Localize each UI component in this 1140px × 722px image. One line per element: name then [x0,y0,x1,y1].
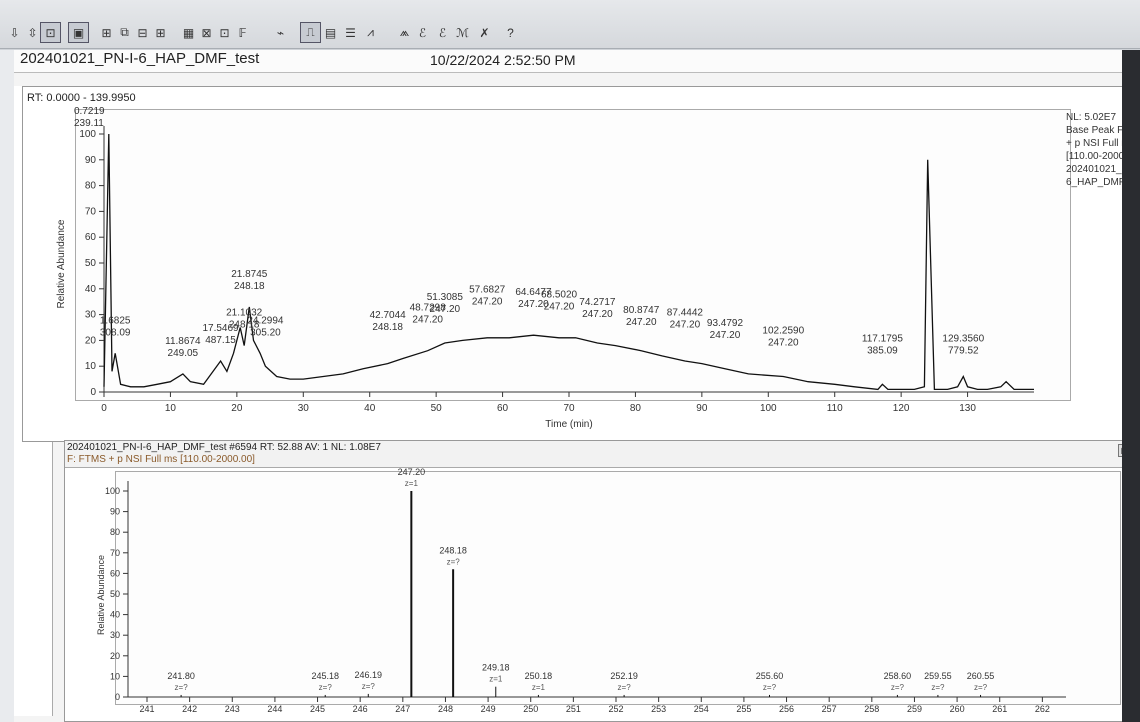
peak-icon[interactable]: ℰ [438,25,447,40]
peak-icon[interactable]: ℰ [418,25,427,40]
left-dock-panel [0,50,15,722]
rt-range: RT: 0.0000 - 139.9950 [27,92,136,104]
peak-icon[interactable]: ⩘ [367,25,374,39]
info-line: + p NSI Full ms [1066,138,1135,149]
spectrum-header: 202401021_PN-I-6_HAP_DMF_test #6594 RT: … [65,441,1135,468]
chromatogram-icon[interactable]: ⎍ [300,22,321,43]
info-line: 6_HAP_DMF_tes [1066,177,1140,188]
arrow-down-icon[interactable]: ⇩ [9,25,20,40]
title-row: 202401021_PN-I-6_HAP_DMF_test 10/22/2024… [14,50,1140,73]
help-icon[interactable]: ? [507,25,514,40]
spectrum-scan-info: 202401021_PN-I-6_HAP_DMF_test #6594 RT: … [67,442,381,453]
tile-icon[interactable]: ⧉ [120,25,129,39]
normalization-level: NL: 5.02E7 [1066,112,1117,123]
spectrum-pane[interactable]: 202401021_PN-I-6_HAP_DMF_test #6594 RT: … [64,440,1136,722]
file-title: 202401021_PN-I-6_HAP_DMF_test [20,50,260,67]
info-line: [110.00-2000.00 [1066,151,1139,162]
remove-peak-icon[interactable]: ✗ [479,25,490,40]
peak-icon[interactable]: ⩕ [399,25,410,39]
arrow-updown-icon[interactable]: ⇳ [27,25,38,40]
info-line: Base Peak F: F [1066,125,1135,136]
layout-icon[interactable]: ⊞ [101,25,112,40]
spectrum-plot-area[interactable] [115,471,1121,705]
list-icon[interactable]: ☰ [345,25,356,40]
spectrum-icon[interactable]: ⌁ [276,25,285,40]
chromatogram-info: NL: 5.02E7 Base Peak F: F + p NSI Full m… [1066,111,1140,189]
grid-icon[interactable]: ⊡ [219,25,230,40]
info-line: 202401021_PN-I [1066,164,1140,175]
table-icon[interactable]: ▤ [324,25,337,40]
window-icon[interactable]: ▣ [68,22,89,43]
chromatogram-window: 202401021_PN-I-6_HAP_DMF_test 10/22/2024… [14,50,1140,722]
text-icon[interactable]: 𝔽 [238,25,247,40]
toolbar: ⇩ ⇳ ⊡ ▣ ⊞ ⧉ ⊟ ⊞ ▦ ⊠ ⊡ 𝔽 ⌁ ⎍ ▤ ☰ ⩘ ⩕ ℰ ℰ ℳ ✗? [0,0,1140,49]
zoom-fit-icon[interactable]: ⊡ [40,22,61,43]
spectrum-filter: F: FTMS + p NSI Full ms [110.00-2000.00] [67,454,255,465]
monitor-bezel [1122,50,1140,722]
grid-icon[interactable]: ▦ [182,25,195,40]
mass-icon[interactable]: ℳ [456,25,469,40]
grid-icon[interactable]: ⊠ [201,25,212,40]
grid-icon[interactable]: ⊞ [155,25,166,40]
chromatogram-plot-area[interactable] [75,109,1071,401]
acquisition-date: 10/22/2024 2:52:50 PM [430,52,576,68]
cascade-icon[interactable]: ⊟ [137,25,148,40]
chromatogram-pane[interactable]: RT: 0.0000 - 139.9950 NL: 5.02E7 Base Pe… [22,86,1140,442]
